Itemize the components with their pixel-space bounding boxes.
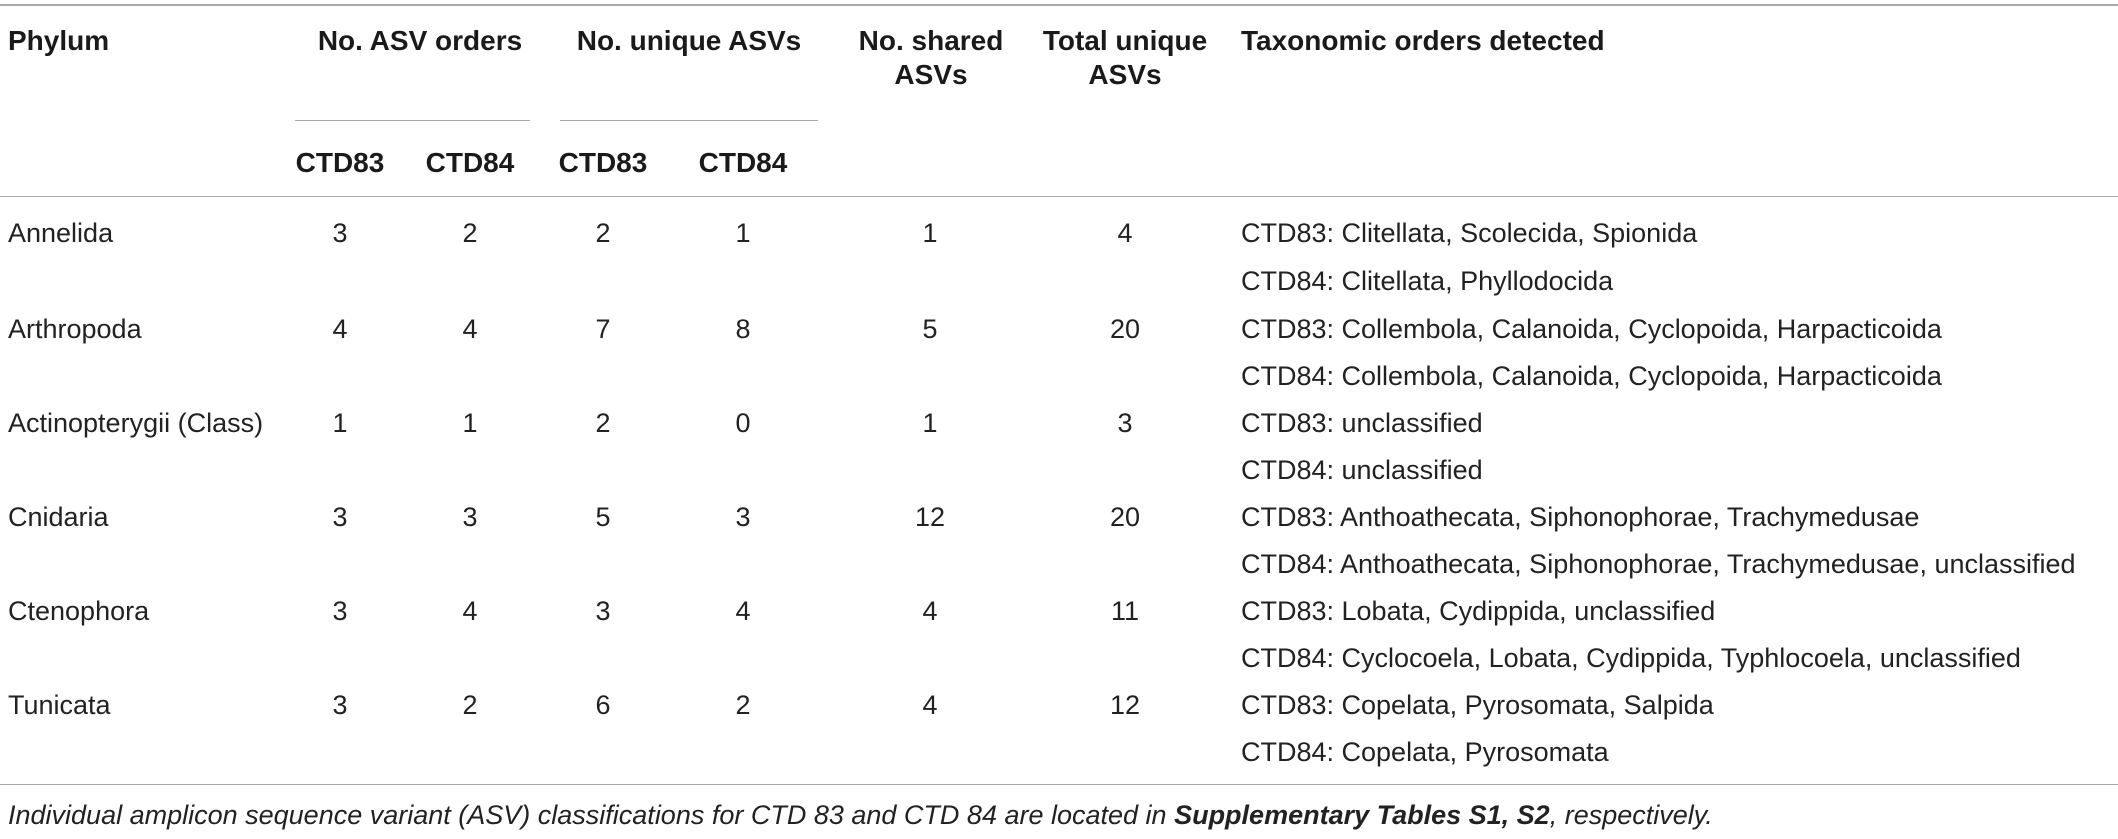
subheader-ctd84: CTD84	[425, 147, 515, 178]
cell-phylum: Cnidaria	[8, 502, 109, 532]
cell-orders-ctd84: 2	[462, 218, 478, 248]
cell-taxa-ctd84: CTD84: Copelata, Pyrosomata	[1241, 737, 1609, 767]
cell-shared: 1	[922, 408, 938, 438]
header-taxonomic: Taxonomic orders detected	[1241, 25, 1605, 56]
cell-unique-ctd84: 8	[735, 314, 751, 344]
header-total-unique-line1: Total unique	[1042, 25, 1208, 56]
header-shared-asvs-line2: ASVs	[894, 59, 968, 90]
header-total-unique-line2: ASVs	[1088, 59, 1162, 90]
cell-taxa-ctd83: CTD83: Collembola, Calanoida, Cyclopoida…	[1241, 314, 1942, 344]
cell-shared: 5	[922, 314, 938, 344]
cell-taxa-ctd84: CTD84: Collembola, Calanoida, Cyclopoida…	[1241, 361, 1942, 391]
cell-taxa-ctd83: CTD83: Anthoathecata, Siphonophorae, Tra…	[1241, 502, 1920, 532]
subheader-ctd84: CTD84	[698, 147, 788, 178]
cell-phylum: Arthropoda	[8, 314, 142, 344]
cell-unique-ctd83: 7	[595, 314, 611, 344]
cell-orders-ctd83: 3	[332, 690, 348, 720]
cell-unique-ctd84: 2	[735, 690, 751, 720]
cell-orders-ctd84: 2	[462, 690, 478, 720]
cell-orders-ctd84: 1	[462, 408, 478, 438]
cell-orders-ctd84: 3	[462, 502, 478, 532]
cell-total: 3	[1117, 408, 1133, 438]
cell-taxa-ctd84: CTD84: unclassified	[1241, 455, 1483, 485]
cell-taxa-ctd84: CTD84: Anthoathecata, Siphonophorae, Tra…	[1241, 549, 2076, 579]
cell-total: 11	[1110, 596, 1140, 626]
group-rule-unique	[560, 120, 818, 121]
cell-orders-ctd83: 1	[332, 408, 348, 438]
cell-orders-ctd84: 4	[462, 314, 478, 344]
cell-unique-ctd84: 0	[735, 408, 751, 438]
cell-phylum: Annelida	[8, 218, 114, 248]
cell-orders-ctd83: 4	[332, 314, 348, 344]
subheader-ctd83: CTD83	[558, 147, 648, 178]
cell-unique-ctd83: 2	[595, 218, 611, 248]
cell-phylum: Actinopterygii (Class)	[8, 408, 264, 438]
header-shared-asvs: No. shared ASVs	[845, 24, 1017, 92]
table-footnote: Individual amplicon sequence variant (AS…	[8, 800, 1713, 831]
cell-shared: 4	[922, 596, 938, 626]
cell-taxa-ctd83: CTD83: unclassified	[1241, 408, 1483, 438]
subheader-ctd83: CTD83	[295, 147, 385, 178]
bottom-rule	[0, 784, 2118, 785]
cell-phylum: Ctenophora	[8, 596, 150, 626]
cell-total: 20	[1109, 502, 1141, 532]
cell-unique-ctd84: 3	[735, 502, 751, 532]
cell-taxa-ctd83: CTD83: Clitellata, Scolecida, Spionida	[1241, 218, 1698, 248]
cell-unique-ctd83: 3	[595, 596, 611, 626]
cell-unique-ctd84: 4	[735, 596, 751, 626]
cell-phylum: Tunicata	[8, 690, 111, 720]
header-phylum: Phylum	[8, 25, 110, 56]
footnote-link[interactable]: Supplementary Tables S1, S2	[1174, 800, 1550, 830]
header-bottom-rule	[0, 196, 2118, 197]
cell-taxa-ctd83: CTD83: Lobata, Cydippida, unclassified	[1241, 596, 1716, 626]
cell-orders-ctd83: 3	[332, 218, 348, 248]
footnote-prefix: Individual amplicon sequence variant (AS…	[8, 800, 1175, 830]
top-rule	[0, 4, 2118, 6]
header-shared-asvs-line1: No. shared	[858, 25, 1004, 56]
cell-unique-ctd83: 5	[595, 502, 611, 532]
cell-unique-ctd84: 1	[735, 218, 751, 248]
cell-orders-ctd83: 3	[332, 596, 348, 626]
header-total-unique: Total unique ASVs	[1030, 24, 1220, 92]
cell-shared: 4	[922, 690, 938, 720]
cell-orders-ctd83: 3	[332, 502, 348, 532]
cell-unique-ctd83: 2	[595, 408, 611, 438]
cell-total: 12	[1109, 690, 1141, 720]
cell-shared: 12	[914, 502, 946, 532]
cell-taxa-ctd84: CTD84: Cyclocoela, Lobata, Cydippida, Ty…	[1241, 643, 2021, 673]
header-asv-orders: No. ASV orders	[317, 25, 523, 56]
group-rule-orders	[295, 120, 530, 121]
header-unique-asvs: No. unique ASVs	[576, 25, 802, 56]
footnote-suffix: , respectively.	[1549, 800, 1713, 830]
cell-orders-ctd84: 4	[462, 596, 478, 626]
cell-total: 20	[1109, 314, 1141, 344]
cell-taxa-ctd84: CTD84: Clitellata, Phyllodocida	[1241, 266, 1614, 296]
cell-shared: 1	[922, 218, 938, 248]
cell-total: 4	[1117, 218, 1133, 248]
cell-unique-ctd83: 6	[595, 690, 611, 720]
cell-taxa-ctd83: CTD83: Copelata, Pyrosomata, Salpida	[1241, 690, 1714, 720]
